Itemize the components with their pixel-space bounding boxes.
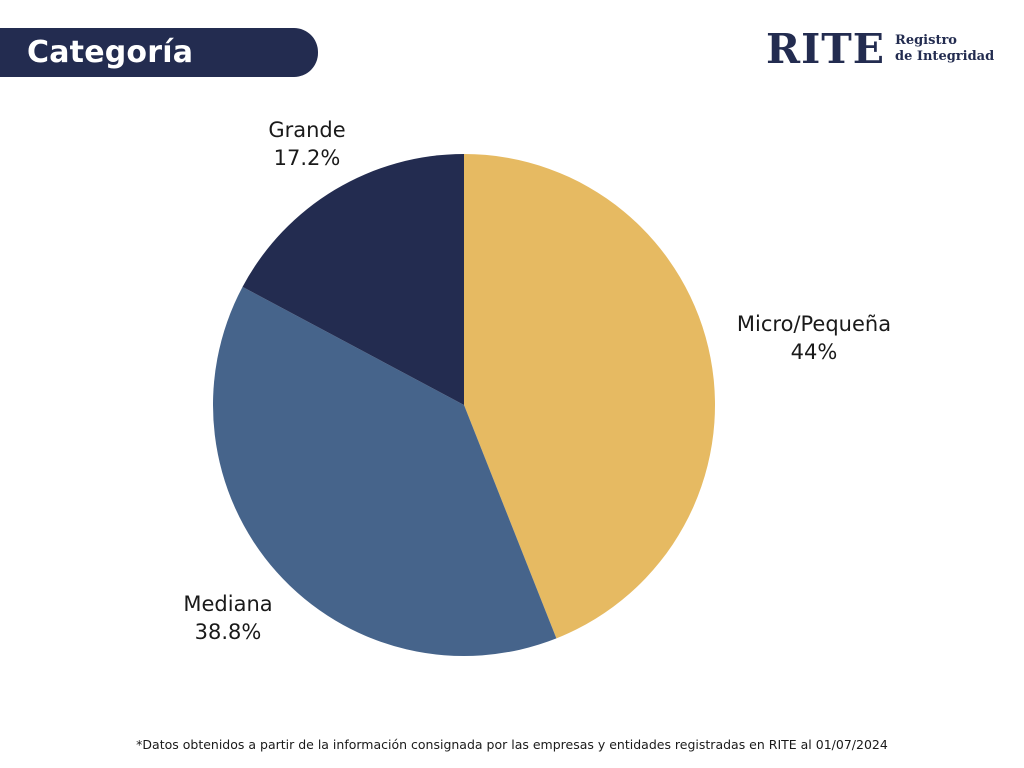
- pie-slice-grande: [242, 154, 464, 405]
- slice-value-label: 38.8%: [195, 620, 262, 644]
- slice-value-label: 17.2%: [274, 146, 341, 170]
- rite-logo: RITE Registro de Integridad: [766, 24, 994, 74]
- logo-wordmark: RITE: [766, 24, 886, 73]
- slice-category-label: Grande: [268, 118, 345, 142]
- slice-category-label: Micro/Pequeña: [737, 312, 891, 336]
- slice-category-label: Mediana: [183, 592, 272, 616]
- slice-value-label: 44%: [791, 340, 838, 364]
- pie-slice-mediana: [212, 286, 557, 657]
- title-banner: Categoría: [0, 28, 318, 77]
- pie-slice-micro-pequeña: [464, 154, 716, 639]
- pie-slices: [212, 154, 716, 657]
- logo-subtitle: Registro de Integridad: [895, 33, 994, 65]
- logo-subtitle-line1: Registro: [895, 33, 957, 48]
- page-title: Categoría: [27, 35, 194, 70]
- logo-subtitle-line2: de Integridad: [895, 49, 995, 64]
- footnote: *Datos obtenidos a partir de la informac…: [136, 737, 888, 752]
- pie-labels: Micro/Pequeña 44% Mediana 38.8% Grande 17.2%: [183, 118, 891, 644]
